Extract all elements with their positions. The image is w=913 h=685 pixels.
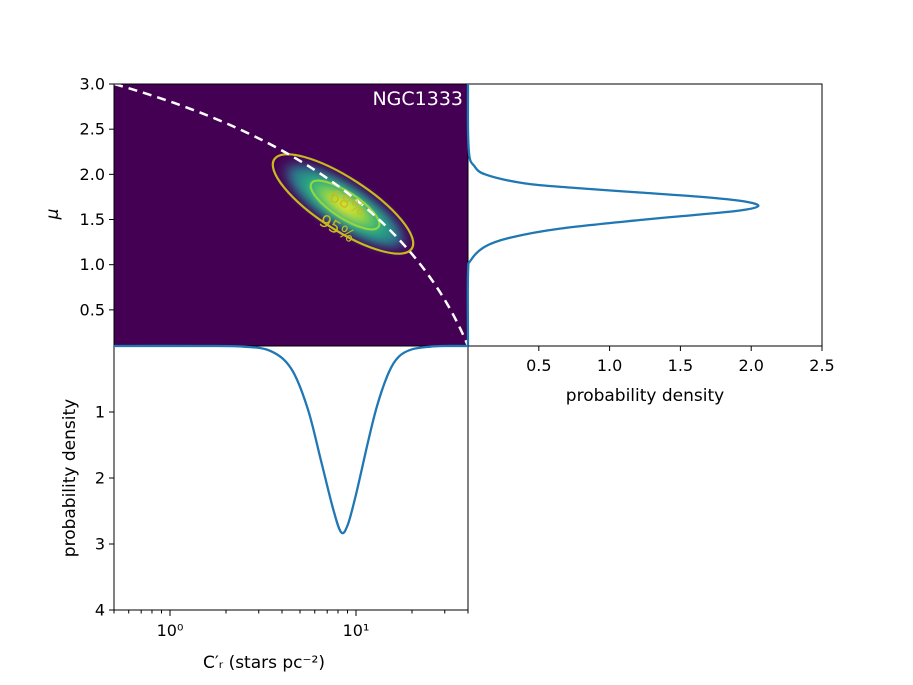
joint-y-tick-label: 2.0 xyxy=(80,165,105,184)
joint-y-tick-label: 1.0 xyxy=(80,255,105,274)
joint-y-label: μ xyxy=(43,208,63,220)
c-x-tick-label: 10⁰ xyxy=(157,621,184,640)
density-blob xyxy=(274,156,416,256)
contour-68 xyxy=(309,179,381,231)
mu-x-tick-label: 2.5 xyxy=(809,356,834,375)
joint-y-axis: 0.5 1.0 1.5 2.0 2.5 3.0 xyxy=(80,75,114,319)
c-y-tick-label: 3 xyxy=(95,535,105,554)
c-density-line xyxy=(113,344,469,535)
mu-marginal-frame xyxy=(467,83,823,347)
c-y-tick-label: 4 xyxy=(95,601,105,620)
annotation-ngc1333: NGC1333 xyxy=(372,88,463,110)
mu-marginal-panel: 0.5 1.0 1.5 2.0 2.5 probability density xyxy=(466,83,835,406)
c-x-tick-label: 10¹ xyxy=(343,621,370,640)
joint-panel: 95% 68% NGC1333 0.51.01.52.02.53.0 μ xyxy=(43,75,469,347)
mu-marginal-x-axis: 0.5 1.0 1.5 2.0 2.5 xyxy=(526,346,835,375)
mu-x-tick-label: 0.5 xyxy=(526,356,551,375)
mu-marginal-x-label: probability density xyxy=(566,386,724,406)
c-marginal-x-label: C′ᵣ (stars pc⁻²) xyxy=(203,653,325,673)
c-marginal-y-label: probability density xyxy=(60,399,80,557)
mu-x-tick-label: 2.0 xyxy=(738,356,763,375)
mu-density-line xyxy=(466,83,760,347)
c-marginal-panel: 1 2 3 4 10⁰ 10¹ probability density C′ᵣ (sta… xyxy=(60,344,469,673)
joint-y-tick-label: 1.5 xyxy=(80,210,105,229)
c-marginal-frame xyxy=(113,345,469,611)
dashed-boundary-curve xyxy=(114,84,468,346)
c-marginal-x-axis: 10⁰ 10¹ xyxy=(113,610,469,640)
contour-95 xyxy=(271,153,415,255)
mu-x-tick-label: 1.0 xyxy=(597,356,622,375)
heatmap-background xyxy=(114,84,468,346)
joint-y-tick-label: 0.5 xyxy=(80,300,105,319)
mu-x-tick-label: 1.5 xyxy=(668,356,693,375)
c-marginal-y-axis: 1 2 3 4 xyxy=(95,403,114,620)
c-y-tick-label: 1 xyxy=(95,403,105,422)
joint-y-tick-label: 2.5 xyxy=(80,120,105,139)
joint-y-tick-label: 3.0 xyxy=(80,75,105,94)
c-y-tick-label: 2 xyxy=(95,469,105,488)
